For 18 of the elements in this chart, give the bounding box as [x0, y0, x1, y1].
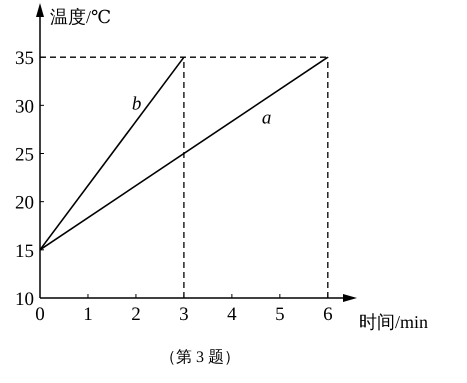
x-tick-label: 5 — [275, 304, 285, 325]
x-axis-title: 时间/min — [359, 312, 428, 332]
y-tick-label: 20 — [15, 192, 34, 214]
y-tick-label: 35 — [15, 48, 34, 70]
x-tick-label: 0 — [35, 304, 45, 325]
y-tick-label: 10 — [15, 289, 34, 310]
x-tick-label: 1 — [83, 304, 93, 325]
x-tick-label: 3 — [179, 304, 189, 325]
y-tick-label: 15 — [15, 240, 34, 262]
x-tick-label: 2 — [131, 304, 141, 325]
series-label: b — [132, 93, 142, 114]
x-tick-label: 6 — [323, 304, 333, 325]
text: （第 3 题） — [160, 349, 240, 366]
series-label: a — [262, 107, 272, 128]
y-axis-title: 温度/℃ — [50, 7, 112, 27]
y-tick-label: 30 — [15, 96, 34, 118]
x-tick-label: 4 — [227, 304, 238, 325]
y-tick-label: 25 — [15, 144, 34, 166]
